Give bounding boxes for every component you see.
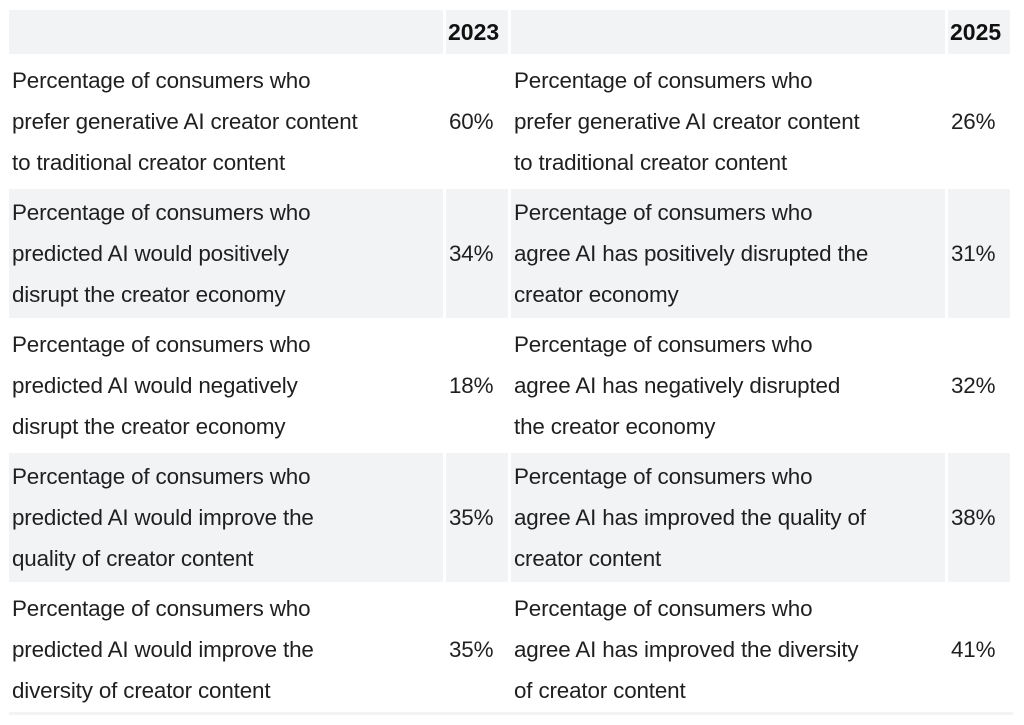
comparison-table: 2023 2025 Percentage of consumers who pr… (6, 7, 1013, 717)
header-row: 2023 2025 (9, 10, 1010, 54)
value-2023: 34% (446, 189, 508, 318)
metric-line: agree AI has negatively disrupted (514, 373, 841, 398)
metric-line: to traditional creator content (12, 150, 286, 175)
metric-2025: Percentage of consumers who agree AI has… (511, 321, 945, 450)
metric-line: Percentage of consumers who (514, 464, 813, 489)
metric-line: Percentage of consumers who (12, 332, 311, 357)
metric-line: to traditional creator content (514, 150, 788, 175)
metric-line: agree AI has improved the diversity (514, 637, 859, 662)
metric-2023: Percentage of consumers who predicted AI… (9, 321, 443, 450)
value-2023: 35% (449, 637, 494, 662)
metric-2025: Percentage of consumers who agree AI has… (511, 453, 945, 582)
header-year-2025: 2025 (948, 10, 1010, 54)
metric-line: agree AI has improved the quality of (514, 505, 866, 530)
metric-line: Percentage of consumers who (514, 332, 813, 357)
metric-line: predicted AI would negatively (12, 373, 298, 398)
value-2025: 26% (951, 109, 996, 134)
table-row: Percentage of consumers who predicted AI… (9, 321, 1010, 450)
metric-2023: Percentage of consumers who predicted AI… (9, 453, 443, 582)
metric-line: prefer generative AI creator content (12, 109, 358, 134)
value-2023: 60% (449, 109, 494, 134)
metric-line: predicted AI would improve the (12, 505, 314, 530)
metric-2025: Percentage of consumers who agree AI has… (511, 585, 945, 714)
metric-line: the creator economy (514, 414, 716, 439)
metric-line: Percentage of consumers who (12, 68, 311, 93)
metric-line: creator economy (514, 282, 679, 307)
metric-line: predicted AI would positively (12, 241, 289, 266)
metric-line: Percentage of consumers who (514, 596, 813, 621)
metric-line: diversity of creator content (12, 678, 271, 703)
metric-line: disrupt the creator economy (12, 282, 286, 307)
header-label-2023 (9, 10, 443, 54)
metric-line: Percentage of consumers who (12, 200, 311, 225)
metric-2025: Percentage of consumers who agree AI has… (511, 189, 945, 318)
value-2025: 41% (951, 637, 996, 662)
value-2025: 38% (948, 453, 1010, 582)
metric-2025: Percentage of consumers who prefer gener… (511, 57, 945, 186)
table-row: Percentage of consumers who prefer gener… (9, 57, 1010, 186)
metric-line: creator content (514, 546, 662, 571)
metric-line: of creator content (514, 678, 686, 703)
value-2025: 31% (948, 189, 1010, 318)
metric-line: Percentage of consumers who (12, 464, 311, 489)
metric-2023: Percentage of consumers who prefer gener… (9, 57, 443, 186)
metric-line: Percentage of consumers who (12, 596, 311, 621)
value-2025: 32% (951, 373, 996, 398)
value-2023: 35% (446, 453, 508, 582)
header-label-2025 (511, 10, 945, 54)
metric-line: predicted AI would improve the (12, 637, 314, 662)
metric-2023: Percentage of consumers who predicted AI… (9, 189, 443, 318)
metric-line: Percentage of consumers who (514, 68, 813, 93)
metric-line: agree AI has positively disrupted the (514, 241, 869, 266)
metric-line: prefer generative AI creator content (514, 109, 860, 134)
table-bottom-rule (9, 712, 1013, 715)
metric-line: Percentage of consumers who (514, 200, 813, 225)
table-row: Percentage of consumers who predicted AI… (9, 585, 1010, 714)
metric-2023: Percentage of consumers who predicted AI… (9, 585, 443, 714)
value-2023: 18% (449, 373, 494, 398)
header-year-2023: 2023 (446, 10, 508, 54)
metric-line: quality of creator content (12, 546, 254, 571)
metric-line: disrupt the creator economy (12, 414, 286, 439)
table-row: Percentage of consumers who predicted AI… (9, 189, 1010, 318)
table-row: Percentage of consumers who predicted AI… (9, 453, 1010, 582)
comparison-table-container: 2023 2025 Percentage of consumers who pr… (6, 7, 1013, 717)
